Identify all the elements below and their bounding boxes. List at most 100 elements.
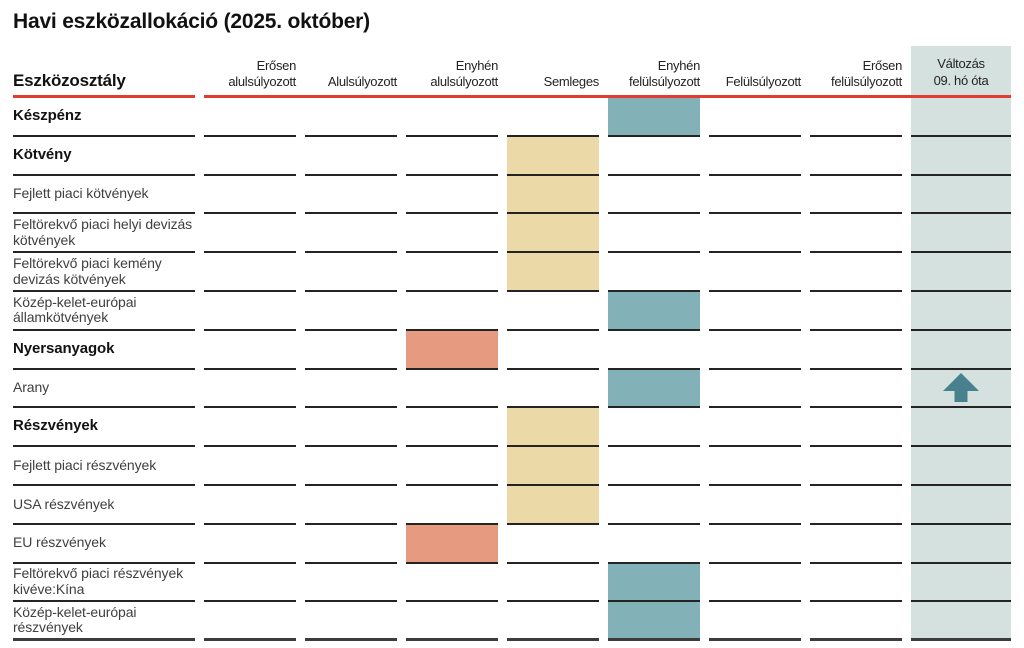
allocation-box (507, 214, 599, 254)
allocation-cell (709, 408, 801, 448)
allocation-box (507, 485, 599, 525)
change-cell (911, 214, 1011, 254)
allocation-cell (709, 564, 801, 603)
allocation-cell (406, 408, 498, 448)
change-cell (911, 175, 1011, 215)
allocation-cell (709, 447, 801, 486)
allocation-cell (709, 253, 801, 292)
col-header-underweight: Alulsúlyozott (327, 73, 397, 89)
allocation-cell (305, 98, 397, 137)
allocation-box (507, 253, 599, 292)
allocation-cell (810, 370, 902, 409)
col-header-change: Változás 09. hó óta (911, 46, 1011, 95)
change-cell (911, 330, 1011, 370)
allocation-box (507, 136, 599, 176)
allocation-cell (406, 253, 498, 292)
allocation-cell (406, 176, 498, 215)
allocation-cell (810, 137, 902, 176)
allocation-box (608, 602, 700, 642)
row-label: Közép-kelet-európai részvények (13, 602, 195, 642)
change-cell (911, 563, 1011, 603)
change-cell (911, 408, 1011, 448)
allocation-cell (810, 602, 902, 642)
allocation-cell (608, 253, 700, 292)
row-label: Feltörekvő piaci helyi devizás kötvények (13, 214, 195, 254)
allocation-cell (204, 370, 296, 409)
allocation-cell (204, 98, 296, 137)
col-header-strong-underweight: Erősen alulsúlyozott (228, 57, 296, 89)
allocation-box (507, 408, 599, 448)
row-label: EU részvények (13, 525, 195, 564)
page-title: Havi eszközallokáció (2025. október) (13, 10, 370, 33)
header-rule-right-segment (204, 95, 1011, 98)
allocation-cell (305, 602, 397, 642)
allocation-cell (810, 214, 902, 254)
allocation-cell (305, 137, 397, 176)
allocation-cell (810, 176, 902, 215)
allocation-cell (810, 98, 902, 137)
allocation-cell (305, 447, 397, 486)
allocation-cell (406, 370, 498, 409)
row-label: Arany (13, 370, 195, 409)
allocation-box (406, 330, 498, 370)
allocation-box (608, 98, 700, 137)
allocation-cell (305, 408, 397, 448)
allocation-cell (810, 486, 902, 525)
allocation-cell (810, 525, 902, 564)
change-cell (911, 98, 1011, 137)
allocation-cell (507, 98, 599, 137)
allocation-cell (608, 408, 700, 448)
allocation-cell (305, 214, 397, 254)
allocation-cell (507, 331, 599, 370)
allocation-cell (709, 137, 801, 176)
allocation-cell (305, 176, 397, 215)
allocation-box (406, 524, 498, 564)
allocation-cell (608, 176, 700, 215)
allocation-cell (709, 370, 801, 409)
change-cell (911, 447, 1011, 486)
allocation-cell (406, 602, 498, 642)
allocation-cell (305, 525, 397, 564)
allocation-table: Eszközosztály Erősen alulsúlyozott Aluls… (13, 46, 1011, 642)
allocation-cell (406, 98, 498, 137)
row-label: Feltörekvő piaci kemény devizás kötvénye… (13, 253, 195, 292)
allocation-cell (709, 176, 801, 215)
allocation-cell (204, 253, 296, 292)
allocation-cell (810, 292, 902, 331)
row-label: Részvények (13, 408, 195, 448)
allocation-cell (204, 602, 296, 642)
allocation-cell (507, 292, 599, 331)
allocation-cell (406, 564, 498, 603)
allocation-cell (709, 292, 801, 331)
row-label: Közép-kelet-európai államkötvények (13, 292, 195, 331)
allocation-cell (305, 370, 397, 409)
change-cell (911, 524, 1011, 564)
allocation-cell (810, 447, 902, 486)
col-header-neutral: Semleges (543, 73, 600, 89)
col-header-overweight: Felülsúlyozott (725, 73, 802, 89)
allocation-cell (305, 331, 397, 370)
allocation-cell (810, 331, 902, 370)
allocation-cell (810, 253, 902, 292)
allocation-cell (608, 214, 700, 254)
allocation-cell (608, 331, 700, 370)
row-label: Fejlett piaci részvények (13, 447, 195, 486)
allocation-cell (709, 602, 801, 642)
allocation-cell (305, 292, 397, 331)
col-header-slight-underweight: Enyhén alulsúlyozott (430, 57, 498, 89)
allocation-cell (810, 564, 902, 603)
allocation-cell (204, 214, 296, 254)
allocation-cell (507, 370, 599, 409)
allocation-box (608, 291, 700, 331)
allocation-cell (709, 214, 801, 254)
allocation-cell (709, 486, 801, 525)
row-label: Nyersanyagok (13, 331, 195, 370)
allocation-cell (507, 602, 599, 642)
allocation-cell (204, 564, 296, 603)
row-label: Készpénz (13, 98, 195, 137)
change-header-line1: Változás (937, 56, 985, 72)
change-cell (911, 291, 1011, 331)
allocation-cell (709, 98, 801, 137)
allocation-cell (305, 253, 397, 292)
header-rule-left-segment (13, 95, 195, 98)
